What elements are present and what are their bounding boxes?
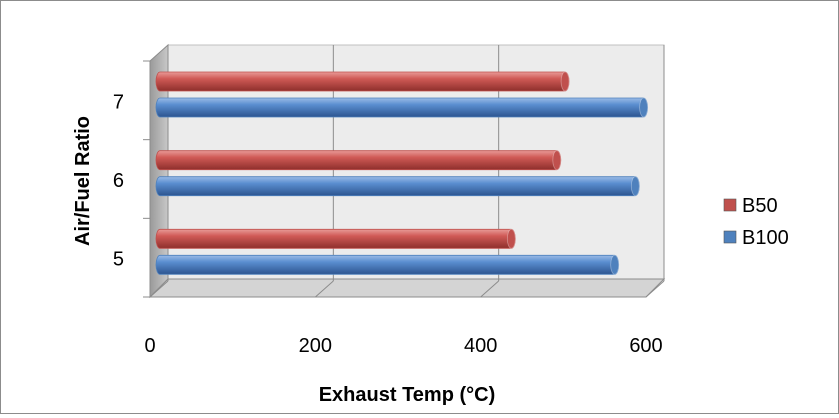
bar-body	[155, 150, 562, 171]
x-axis-ticks: 0 200 400 600	[144, 335, 662, 357]
bar-b50-5	[155, 228, 516, 249]
x-tick-label: 0	[144, 335, 155, 357]
x-tick-label: 200	[299, 335, 332, 357]
legend: B50 B100	[723, 195, 789, 249]
floor-grid-line	[645, 280, 665, 298]
bar-body	[155, 97, 648, 118]
bar-b100-6	[155, 176, 640, 197]
floor-grid-line	[149, 280, 169, 298]
bars-group	[155, 71, 648, 275]
bar-body	[155, 228, 516, 249]
legend-swatch-b100	[723, 230, 737, 244]
legend-label-b50: B50	[742, 195, 778, 217]
bar-body	[155, 176, 640, 197]
bar-b50-7	[155, 71, 570, 92]
bar-end-cap	[639, 97, 648, 118]
x-tick-label: 600	[629, 335, 662, 357]
bar-body	[155, 254, 620, 275]
bar-b100-5	[155, 254, 620, 275]
bar-end-cap	[610, 254, 620, 275]
bar-b100-7	[155, 97, 648, 118]
bar-b50-6	[155, 150, 562, 171]
x-tick-label: 400	[464, 335, 497, 357]
y-axis-title: Air/Fuel Ratio	[72, 116, 94, 246]
y-tick-label: 6	[113, 170, 124, 192]
y-axis-ticks: 5 6 7	[113, 60, 150, 298]
floor-grid-line	[480, 280, 499, 298]
bar-end-cap	[560, 71, 570, 92]
bar-body	[155, 71, 570, 92]
bar-end-cap	[630, 176, 640, 197]
bar-end-cap	[552, 150, 562, 171]
y-tick-label: 7	[113, 91, 124, 113]
y-tick-label: 5	[113, 249, 124, 271]
plot-floor	[148, 278, 666, 298]
legend-swatch-b50	[723, 198, 737, 212]
x-axis-title: Exhaust Temp (°C)	[319, 384, 496, 406]
bar-end-cap	[506, 228, 516, 249]
floor-grid-line	[315, 280, 334, 298]
legend-label-b100: B100	[742, 227, 789, 249]
